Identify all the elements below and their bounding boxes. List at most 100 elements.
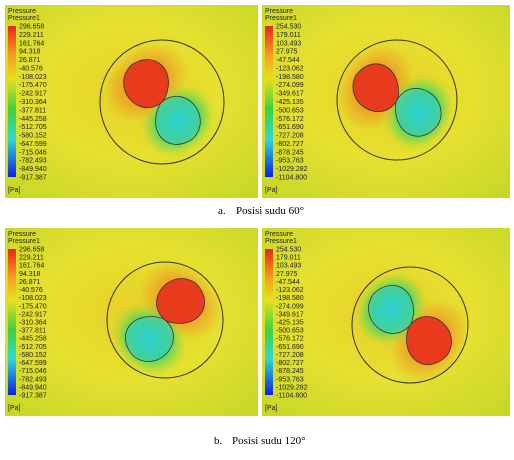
- blade-upper: [352, 63, 399, 112]
- legend-unit: [Pa]: [265, 187, 278, 194]
- legend-level: -1029.282: [276, 166, 308, 173]
- legend-level: 229.211: [19, 255, 44, 262]
- blade-upper: [406, 316, 452, 366]
- legend-title: Pressure: [8, 8, 36, 15]
- legend-level: -782.493: [19, 158, 47, 165]
- legend-subtitle: Pressure1: [8, 238, 40, 245]
- legend-subtitle: Pressure1: [265, 238, 297, 245]
- legend-level: 179.011: [276, 255, 301, 262]
- legend-level: -651.690: [276, 344, 304, 351]
- legend-level: -727.208: [276, 352, 304, 359]
- legend-level: -878.245: [276, 149, 304, 156]
- legend-level: 254.530: [276, 24, 301, 31]
- legend-level: -47.544: [276, 279, 300, 286]
- domain-circle: [336, 39, 458, 161]
- legend-level: 254.530: [276, 247, 301, 254]
- legend-level: -108.023: [19, 74, 47, 81]
- legend-level: 27.975: [276, 271, 298, 278]
- legend-level: -647.599: [19, 141, 47, 148]
- legend-level: -647.599: [19, 360, 47, 367]
- domain-circle: [351, 266, 469, 384]
- legend-level: -576.172: [276, 116, 304, 123]
- legend-level: -40.576: [19, 65, 43, 72]
- contour-panel: PressurePressure1254.530179.011103.49327…: [262, 5, 510, 198]
- legend-level: -580.152: [19, 133, 47, 140]
- legend-level: 161.764: [19, 40, 44, 47]
- legend-level: 26.871: [19, 279, 41, 286]
- legend-level: -878.245: [276, 368, 304, 375]
- legend-level: -425.135: [276, 320, 304, 327]
- blade-upper: [123, 59, 169, 109]
- caption-text: Posisi sudu 60°: [236, 205, 304, 217]
- legend-level: -715.046: [19, 368, 47, 375]
- blade-lower: [395, 88, 442, 137]
- legend-level: -242.917: [19, 311, 47, 318]
- legend-level: -500.653: [276, 107, 304, 114]
- legend-level: -274.099: [276, 303, 304, 310]
- legend-level: -40.576: [19, 287, 43, 294]
- legend-level: 103.493: [276, 40, 301, 47]
- legend-level: -849.940: [19, 384, 47, 391]
- legend-level: -576.172: [276, 336, 304, 343]
- legend-level: 26.871: [19, 57, 41, 64]
- legend-level: -377.811: [19, 328, 46, 335]
- legend-unit: [Pa]: [8, 187, 21, 194]
- legend-level: 296.658: [19, 247, 44, 254]
- legend-level: -782.493: [19, 376, 47, 383]
- legend-level: -445.258: [19, 336, 47, 343]
- legend-level: -1104.800: [276, 175, 307, 182]
- blade-lower: [124, 316, 174, 362]
- legend-level: -123.062: [276, 287, 304, 294]
- legend-title: Pressure: [265, 231, 293, 238]
- legend-level: -651.690: [276, 124, 304, 131]
- legend-level: 161.764: [19, 263, 44, 270]
- legend-level: 103.493: [276, 263, 301, 270]
- color-bar: [8, 26, 16, 177]
- domain-circle: [106, 261, 224, 379]
- legend-unit: [Pa]: [265, 405, 278, 412]
- legend-level: -242.917: [19, 91, 47, 98]
- legend-level: -580.152: [19, 352, 47, 359]
- legend-level: 229.211: [19, 32, 44, 39]
- domain-circle: [99, 39, 225, 165]
- legend-level: 27.975: [276, 49, 298, 56]
- caption-text: Posisi sudu 120°: [232, 435, 305, 447]
- legend-level: -349.617: [276, 91, 304, 98]
- legend-level: -1104.800: [276, 393, 307, 400]
- caption-letter: a.: [218, 205, 226, 217]
- legend-level: -512.705: [19, 124, 47, 131]
- rotor: [356, 273, 469, 383]
- color-bar: [265, 26, 273, 177]
- legend-level: -953.763: [276, 158, 304, 165]
- blade-upper: [156, 278, 206, 324]
- legend-level: -175.470: [19, 82, 47, 89]
- legend-level: -310.364: [19, 99, 47, 106]
- rotor: [337, 44, 453, 150]
- legend-subtitle: Pressure1: [8, 15, 40, 22]
- legend-unit: [Pa]: [8, 405, 21, 412]
- legend-level: -1029.282: [276, 384, 308, 391]
- legend-level: -512.705: [19, 344, 47, 351]
- color-bar: [8, 249, 16, 395]
- color-bar: [265, 249, 273, 395]
- blade-lower: [155, 95, 201, 145]
- legend-level: 94.318: [19, 271, 41, 278]
- legend-level: -310.364: [19, 320, 47, 327]
- legend-subtitle: Pressure1: [265, 15, 297, 22]
- legend-level: -425.135: [276, 99, 304, 106]
- legend-level: -917.387: [19, 175, 47, 182]
- legend-level: -917.387: [19, 393, 47, 400]
- legend-level: -377.811: [19, 107, 46, 114]
- legend-level: -274.099: [276, 82, 304, 89]
- legend-title: Pressure: [265, 8, 293, 15]
- legend-level: 94.318: [19, 49, 41, 56]
- legend-level: -849.940: [19, 166, 47, 173]
- legend-title: Pressure: [8, 231, 36, 238]
- legend-level: -123.062: [276, 65, 304, 72]
- legend-level: -727.208: [276, 133, 304, 140]
- rotor: [104, 43, 214, 156]
- legend-level: -198.580: [276, 295, 304, 302]
